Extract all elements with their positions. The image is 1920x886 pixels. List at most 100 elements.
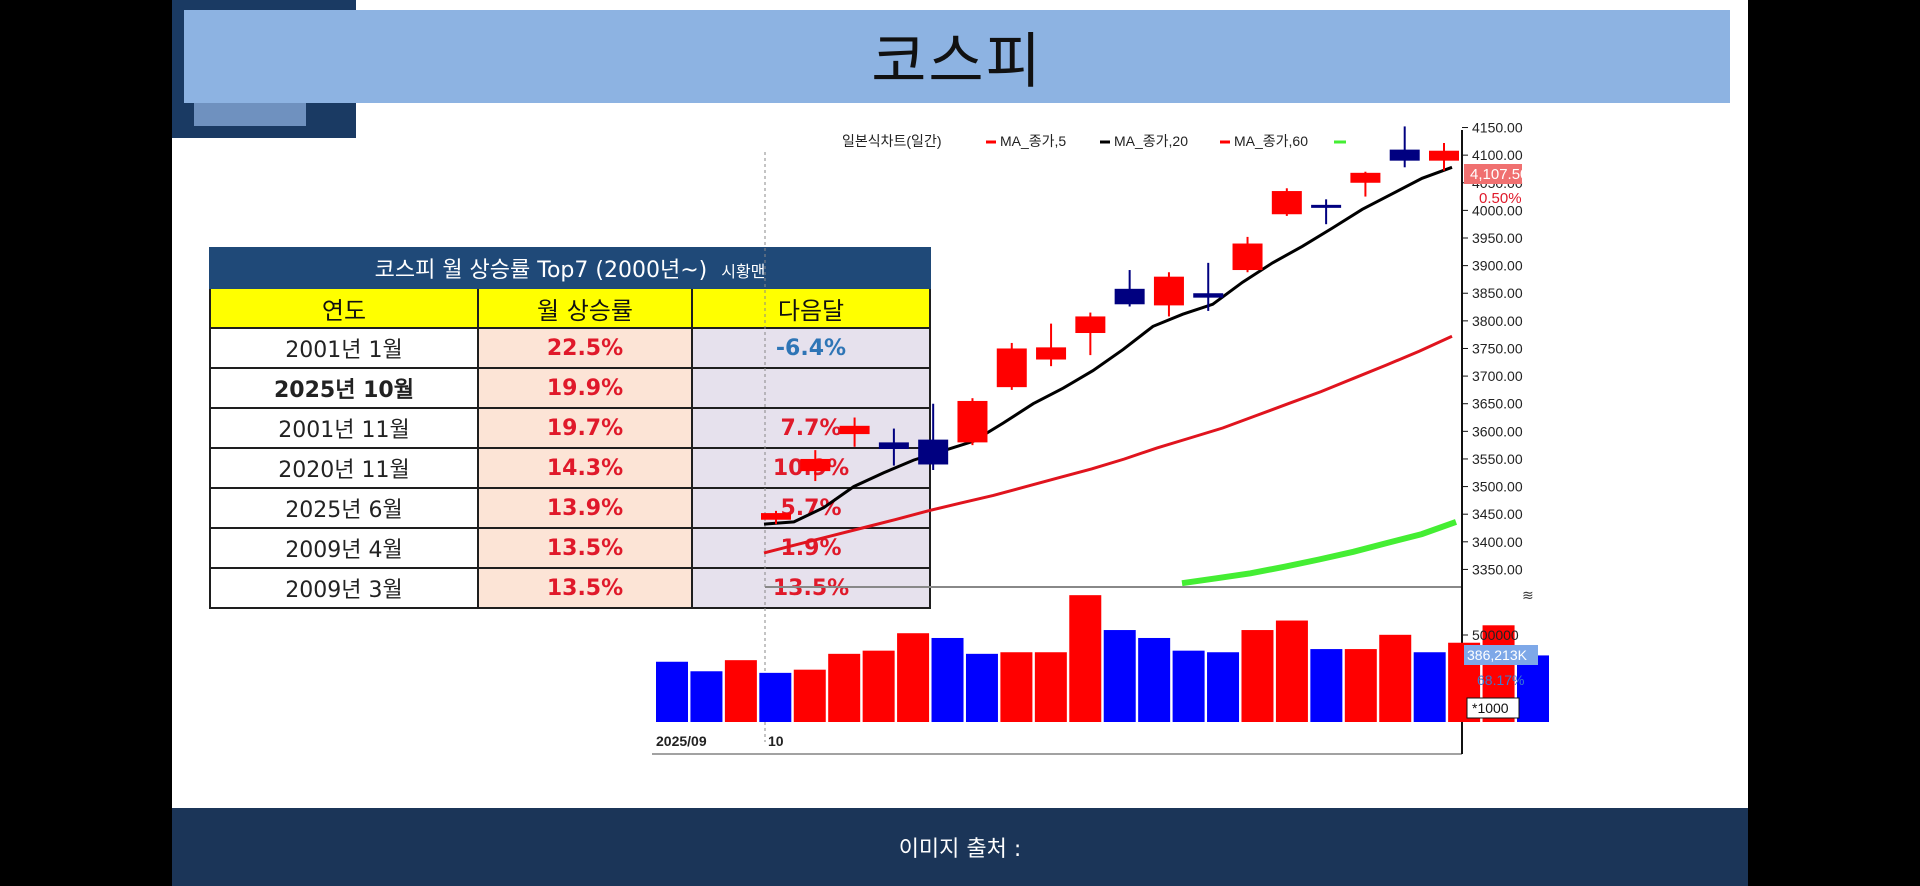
candle-body (996, 348, 1027, 388)
chart-legend: 일본식차트(일간) MA_종가,5 MA_종가,20 MA_종가,60 (842, 133, 1346, 149)
candle (996, 342, 1027, 390)
volume-bar (1275, 620, 1308, 722)
volume-bar (1138, 637, 1171, 722)
monthly-gain-table: 코스피 월 상승률 Top7 (2000년~) 시황맨 연도 월 상승률 다음달 … (208, 247, 932, 609)
candle (839, 417, 870, 447)
price-tick-label: 4000.00 (1472, 202, 1523, 218)
candle-body (918, 439, 949, 465)
volume-bar (1413, 652, 1446, 722)
candle-body (761, 513, 791, 520)
volume-bar (965, 653, 998, 722)
price-tick-label: 3550.00 (1472, 451, 1523, 467)
next-month-cell (690, 367, 932, 409)
table-row: 2020년 11월 14.3% 10.9% (209, 447, 932, 489)
table-row: 2025년 6월 13.9% 5.7% (209, 487, 932, 529)
title-bar: 코스피 (184, 10, 1730, 103)
volume-bar (828, 653, 861, 722)
candle (957, 398, 988, 446)
candle (1232, 236, 1263, 273)
candle (800, 450, 831, 482)
candle (918, 403, 949, 470)
next-month-cell: -6.4% (690, 327, 932, 369)
table-row: 2009년 4월 13.5% 1.9% (209, 527, 932, 569)
volume-bar (1207, 652, 1240, 722)
candle (1311, 199, 1342, 225)
next-month-cell: 7.7% (690, 407, 932, 449)
candle (1389, 126, 1420, 168)
candles (761, 126, 1459, 525)
volume-bar (1069, 595, 1102, 722)
kospi-daily-chart: 일본식차트(일간) MA_종가,5 MA_종가,20 MA_종가,60 4150… (652, 120, 1748, 762)
candle-body (1153, 276, 1184, 306)
image-source-label: 이미지 출처 : (898, 837, 1022, 862)
rate-cell: 22.5% (477, 327, 693, 369)
candle-body (1429, 150, 1459, 161)
candle-body (957, 400, 988, 443)
price-tick-label: 3700.00 (1472, 368, 1523, 384)
axis-split-marker: ≋ (1522, 587, 1534, 603)
slide-title: 코스피 (871, 27, 1043, 97)
candle-body (800, 458, 831, 472)
volume-bar (1344, 649, 1377, 722)
header-next: 다음달 (690, 287, 932, 329)
year-cell: 2025년 10월 (209, 367, 479, 409)
footer-bar: 이미지 출처 : (172, 808, 1748, 886)
price-axis-ticks: 4150.004100.004050.004000.003950.003900.… (1462, 120, 1523, 577)
volume-bars (656, 595, 1549, 722)
candle-body (1036, 347, 1067, 360)
corner-decoration-accent (194, 100, 306, 126)
candle-body (1311, 204, 1342, 208)
rate-cell: 13.5% (477, 567, 693, 609)
volume-axis: 500000 386,213K 68.17% *1000 (1462, 627, 1538, 719)
volume-last: 386,213K (1467, 647, 1528, 663)
price-tick-label: 3650.00 (1472, 396, 1523, 412)
volume-bar (759, 672, 792, 722)
volume-bar (862, 650, 895, 722)
candle-body (839, 425, 870, 435)
candle-body (1389, 149, 1420, 161)
rate-cell: 13.5% (477, 527, 693, 569)
time-label-month: 10 (768, 733, 784, 749)
candle-body (1271, 191, 1302, 215)
volume-unit-box (1466, 697, 1520, 719)
candle (1193, 262, 1224, 311)
price-tick-label: 3850.00 (1472, 285, 1523, 301)
slide: 코스피 코스피 월 상승률 Top7 (2000년~) 시황맨 연도 월 상승률 … (172, 0, 1748, 886)
candle (1271, 188, 1302, 216)
table-row: 2025년 10월 19.9% (209, 367, 932, 409)
price-tick-label: 3750.00 (1472, 340, 1523, 356)
price-tick-label: 4100.00 (1472, 147, 1523, 163)
candle-body (1075, 316, 1106, 334)
volume-bar (690, 671, 723, 722)
volume-bar (1310, 649, 1343, 722)
volume-bar (793, 669, 826, 722)
candle (1075, 312, 1106, 356)
volume-bar (656, 661, 688, 722)
year-cell: 2025년 6월 (209, 487, 479, 529)
price-tick-label: 3800.00 (1472, 313, 1523, 329)
rate-cell: 19.7% (477, 407, 693, 449)
volume-bar (1034, 652, 1067, 722)
volume-bar (1103, 630, 1136, 722)
candle-body (1114, 288, 1145, 305)
candle (1350, 171, 1381, 197)
ma20-line (763, 334, 1453, 555)
rate-cell: 19.9% (477, 367, 693, 409)
price-tick-label: 3350.00 (1472, 561, 1523, 577)
volume-bar (1379, 634, 1412, 722)
last-price-badge (1464, 164, 1522, 184)
ma5-line (763, 165, 1453, 526)
rate-cell: 13.9% (477, 487, 693, 529)
candle-body (1350, 172, 1381, 183)
volume-bar (931, 637, 964, 722)
ma60-line (1181, 519, 1458, 587)
volume-unit: *1000 (1472, 700, 1509, 716)
candle (1153, 272, 1184, 317)
candle (1114, 270, 1145, 307)
year-cell: 2009년 4월 (209, 527, 479, 569)
candle-body (1232, 243, 1263, 271)
legend-ma5: MA_종가,5 (1000, 133, 1066, 149)
candle (1429, 142, 1459, 171)
price-tick-label: 3900.00 (1472, 258, 1523, 274)
year-cell: 2001년 11월 (209, 407, 479, 449)
